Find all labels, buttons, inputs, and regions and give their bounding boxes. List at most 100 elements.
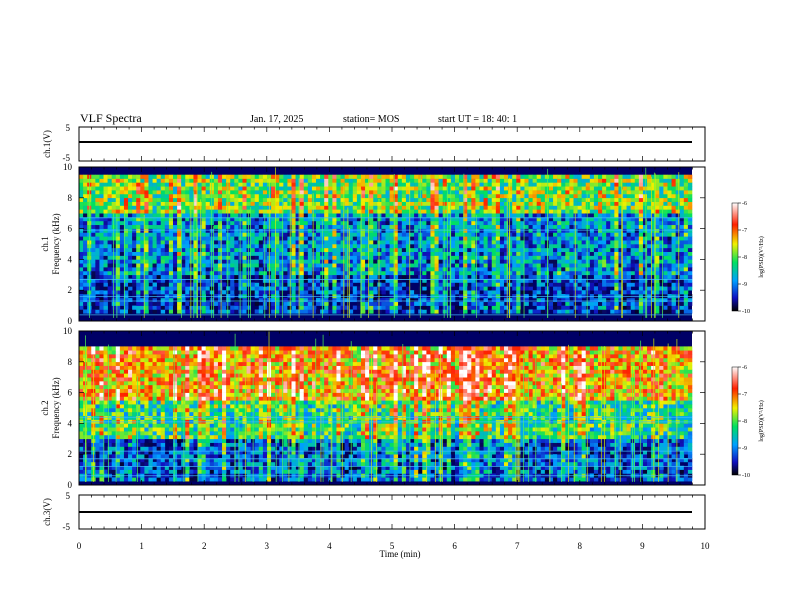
spectrogram-cell [83,301,88,306]
spectrogram-cell [242,305,247,310]
spectrogram-cell [459,244,464,249]
spectrogram-cell [573,297,578,303]
spectrogram-cell [324,297,329,303]
spectrogram-cell [589,263,595,268]
spectrogram-cell [140,213,145,218]
spectrogram-cell [189,224,194,229]
spectrogram-cell [463,251,468,256]
spectrogram-cell [111,178,117,183]
spectrogram-cell [381,174,386,179]
spectrogram-cell [83,182,88,187]
spectrogram-cell [593,286,599,291]
spectrogram-cell [201,297,206,303]
spectrogram-cell [442,301,448,306]
spectrogram-cell [606,232,611,237]
spectrogram-cell [336,178,341,183]
spectrogram-cell [205,270,211,276]
spectrogram-cell [626,232,631,237]
spectrogram-cell [344,205,350,210]
spectrogram-cell [495,274,501,279]
spectrogram-cell [655,290,660,295]
spectrogram-cell [189,251,194,256]
spectrogram-cell [557,282,562,287]
spectrogram-cell [463,213,468,218]
spectrogram-cell [172,174,178,179]
spectrogram-cell [548,270,554,276]
spectrogram-cell [336,190,341,195]
spectrogram-cell [508,220,513,226]
spectrogram-cell [422,286,427,291]
spectrogram-cell [99,309,104,314]
spectrogram-cell [602,267,607,272]
spectrogram-cell [389,209,394,214]
spectrogram-cell [295,263,300,268]
spectrogram-cell [655,193,660,199]
spectrogram-cell [115,224,121,229]
spectrogram-cell [254,224,260,229]
spectrogram-cell [610,205,615,210]
spectrogram-cell [442,217,448,222]
spectrogram-cell [614,236,619,241]
spectrogram-cell [479,232,484,237]
spectrogram-cell [156,244,162,249]
spectrogram-cell [115,174,121,179]
spectrogram-cell [189,205,194,210]
spectrogram-cell [115,193,121,199]
spectrogram-cell [401,220,407,226]
spectrogram-cell [177,240,182,245]
spectrogram-cell [504,178,509,183]
spectrogram-cell [83,267,88,272]
spectrogram-cell [115,240,121,245]
spectrogram-cell [463,220,468,226]
spectrogram-cell [491,201,497,206]
spectrogram-cell [324,244,329,249]
spectrogram-cell [132,278,137,283]
spectrogram-cell [434,305,439,310]
spectrogram-cell [626,178,631,183]
spectrogram-cell [540,240,546,245]
spectrogram-cell [430,267,435,272]
spectrogram-cell [454,282,460,287]
spectrogram-cell [540,259,546,264]
spectrogram-cell [622,282,627,287]
spectrogram-cell [279,197,284,202]
spectrogram-cell [238,174,243,179]
spectrogram-cell [491,244,497,249]
spectrogram-cell [536,201,542,206]
spectrogram-cell [303,220,309,226]
spectrogram-cell [426,209,431,214]
spectrogram-cell [365,213,370,218]
spectrogram-cell [430,255,435,260]
spectrogram-cell [573,274,578,279]
spectrogram-cell [283,255,288,260]
spectrogram-cell [217,286,223,291]
spectrogram-cell [459,267,464,272]
spectrogram-cell [193,182,198,187]
spectrogram-cell [479,251,484,256]
spectrogram-cell [499,263,505,268]
spectrogram-cell [557,309,562,314]
spectrogram-cell [495,236,501,241]
spectrogram-cell [610,274,615,279]
spectrogram-cell [569,240,574,245]
spectrogram-cell [291,228,296,233]
spectrogram-cell [205,274,211,279]
spectrogram-cell [254,190,260,195]
spectrogram-cell [389,301,394,306]
spectrogram-cell [393,220,399,226]
spectrogram-cell [140,240,145,245]
spectrogram-cell [307,305,313,310]
spectrogram-cell [606,267,611,272]
spectrogram-cell [622,201,627,206]
spectrogram-cell [585,270,591,276]
spectrogram-cell [373,236,378,241]
spectrogram-cell [638,232,644,237]
spectrogram-cell [557,197,562,202]
spectrogram-cell [377,301,382,306]
spectrogram-cell [295,240,300,245]
spectrogram-cell [226,259,231,264]
spectrogram-cell [463,197,468,202]
spectrogram-cell [602,263,607,268]
spectrogram-cell [246,209,251,214]
spectrogram-cell [524,259,529,264]
